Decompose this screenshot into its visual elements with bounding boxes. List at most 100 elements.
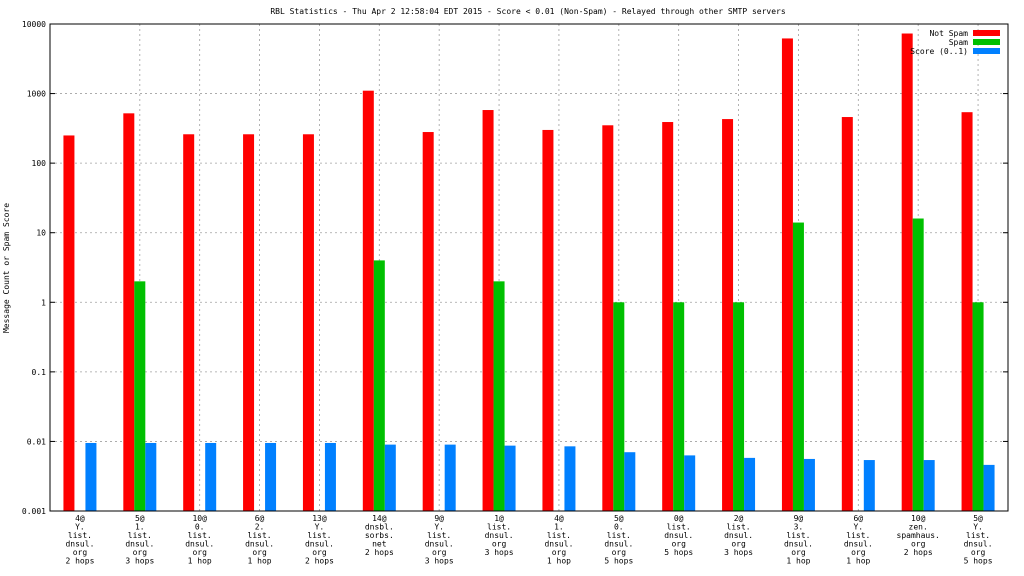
plot-frame bbox=[49, 23, 1009, 512]
bar-not-spam bbox=[901, 33, 913, 512]
x-tick-label: 1. bbox=[135, 523, 145, 532]
chart-title: RBL Statistics - Thu Apr 2 12:58:04 EDT … bbox=[270, 7, 786, 16]
bar-spam bbox=[912, 218, 924, 511]
x-tick-label: Y. bbox=[853, 523, 863, 532]
bar-spam bbox=[373, 260, 385, 511]
x-tick-label: dnsul. bbox=[724, 531, 753, 540]
x-tick-label: 1 hop bbox=[188, 557, 212, 566]
x-tick-label: 10@ bbox=[192, 514, 207, 523]
y-tick-label: 10 bbox=[36, 229, 46, 238]
x-tick-label: org bbox=[851, 548, 866, 557]
bar-not-spam bbox=[781, 38, 793, 512]
x-tick-label: dnsul. bbox=[125, 540, 154, 549]
bar-spam bbox=[493, 281, 505, 511]
bar-spam bbox=[134, 281, 146, 511]
bar-not-spam bbox=[482, 110, 494, 511]
y-tick-label: 100 bbox=[32, 159, 47, 168]
bar-not-spam bbox=[662, 122, 674, 512]
x-tick-label: list. bbox=[667, 523, 691, 532]
x-tick-label: 1. bbox=[554, 523, 564, 532]
x-tick-label: dnsul. bbox=[65, 540, 94, 549]
bar-score-0-1 bbox=[265, 442, 277, 511]
x-tick-label: 5@ bbox=[135, 514, 145, 523]
x-tick-label: org bbox=[312, 548, 327, 557]
bar-score-0-1 bbox=[923, 460, 935, 511]
bar-not-spam bbox=[243, 134, 255, 511]
x-tick-label: list. bbox=[846, 531, 870, 540]
x-tick-label: 1 hop bbox=[547, 557, 571, 566]
x-tick-label: Y. bbox=[434, 523, 444, 532]
x-tick-label: dnsul. bbox=[604, 540, 633, 549]
x-tick-label: 2 hops bbox=[365, 548, 394, 557]
legend-label: Score (0..1) bbox=[910, 47, 968, 56]
x-tick-label: org bbox=[791, 548, 806, 557]
bar-not-spam bbox=[123, 113, 135, 512]
x-tick-label: 2 hops bbox=[904, 548, 933, 557]
x-tick-label: dnsul. bbox=[425, 540, 454, 549]
x-tick-label: 2@ bbox=[734, 514, 744, 523]
x-tick-label: list. bbox=[727, 523, 751, 532]
x-tick-label: org bbox=[612, 548, 627, 557]
bar-not-spam bbox=[63, 135, 75, 512]
bar-spam bbox=[673, 302, 685, 511]
x-tick-label: 1@ bbox=[494, 514, 504, 523]
x-tick-label: 2. bbox=[255, 523, 265, 532]
x-tick-label: sorbs. bbox=[365, 531, 394, 540]
bar-spam bbox=[613, 302, 625, 511]
bar-not-spam bbox=[362, 90, 374, 511]
bar-score-0-1 bbox=[684, 455, 696, 511]
x-tick-label: 0. bbox=[195, 523, 205, 532]
x-tick-label: list. bbox=[248, 531, 272, 540]
x-tick-label: spamhaus. bbox=[897, 531, 940, 540]
x-tick-label: 0. bbox=[614, 523, 624, 532]
x-tick-label: list. bbox=[966, 531, 990, 540]
bar-score-0-1 bbox=[564, 446, 576, 511]
legend-swatch bbox=[973, 39, 1000, 45]
x-tick-label: org bbox=[671, 540, 686, 549]
x-tick-label: list. bbox=[188, 531, 212, 540]
x-tick-label: 3 hops bbox=[425, 557, 454, 566]
x-tick-label: 1 hop bbox=[786, 557, 810, 566]
x-tick-label: list. bbox=[607, 531, 631, 540]
x-tick-label: 5@ bbox=[973, 514, 983, 523]
bar-score-0-1 bbox=[85, 442, 97, 511]
bar-not-spam bbox=[722, 119, 734, 512]
y-tick-label: 0.001 bbox=[22, 507, 46, 516]
bar-spam bbox=[733, 302, 745, 511]
y-tick-label: 1000 bbox=[27, 90, 46, 99]
x-tick-label: list. bbox=[128, 531, 152, 540]
bar-score-0-1 bbox=[504, 445, 516, 511]
legend-label: Not Spam bbox=[929, 29, 968, 38]
x-tick-label: org bbox=[192, 548, 207, 557]
bar-score-0-1 bbox=[624, 452, 636, 511]
y-tick-label: 1 bbox=[41, 298, 46, 307]
x-tick-label: dnsul. bbox=[844, 540, 873, 549]
x-tick-label: org bbox=[552, 548, 567, 557]
bar-score-0-1 bbox=[324, 442, 336, 511]
x-tick-label: 3. bbox=[794, 523, 804, 532]
bar-score-0-1 bbox=[803, 458, 815, 511]
x-tick-label: list. bbox=[547, 531, 571, 540]
x-tick-label: 1 hop bbox=[248, 557, 272, 566]
x-tick-label: list. bbox=[427, 531, 451, 540]
x-tick-label: 4@ bbox=[75, 514, 85, 523]
x-tick-label: 5 hops bbox=[964, 557, 993, 566]
y-tick-label: 0.1 bbox=[32, 368, 47, 377]
bar-not-spam bbox=[302, 134, 314, 511]
legend-label: Spam bbox=[949, 38, 968, 47]
x-tick-label: Y. bbox=[315, 523, 325, 532]
x-tick-label: 4@ bbox=[554, 514, 564, 523]
x-tick-label: Y. bbox=[75, 523, 85, 532]
x-tick-label: dnsul. bbox=[245, 540, 274, 549]
bar-score-0-1 bbox=[145, 442, 157, 511]
x-tick-label: dnsul. bbox=[664, 531, 693, 540]
x-tick-label: 9@ bbox=[794, 514, 804, 523]
y-tick-label: 0.01 bbox=[27, 437, 46, 446]
x-tick-label: list. bbox=[68, 531, 92, 540]
x-tick-label: dnsul. bbox=[544, 540, 573, 549]
bar-not-spam bbox=[841, 117, 853, 512]
legend-swatch bbox=[973, 30, 1000, 36]
x-tick-label: Y. bbox=[973, 523, 983, 532]
